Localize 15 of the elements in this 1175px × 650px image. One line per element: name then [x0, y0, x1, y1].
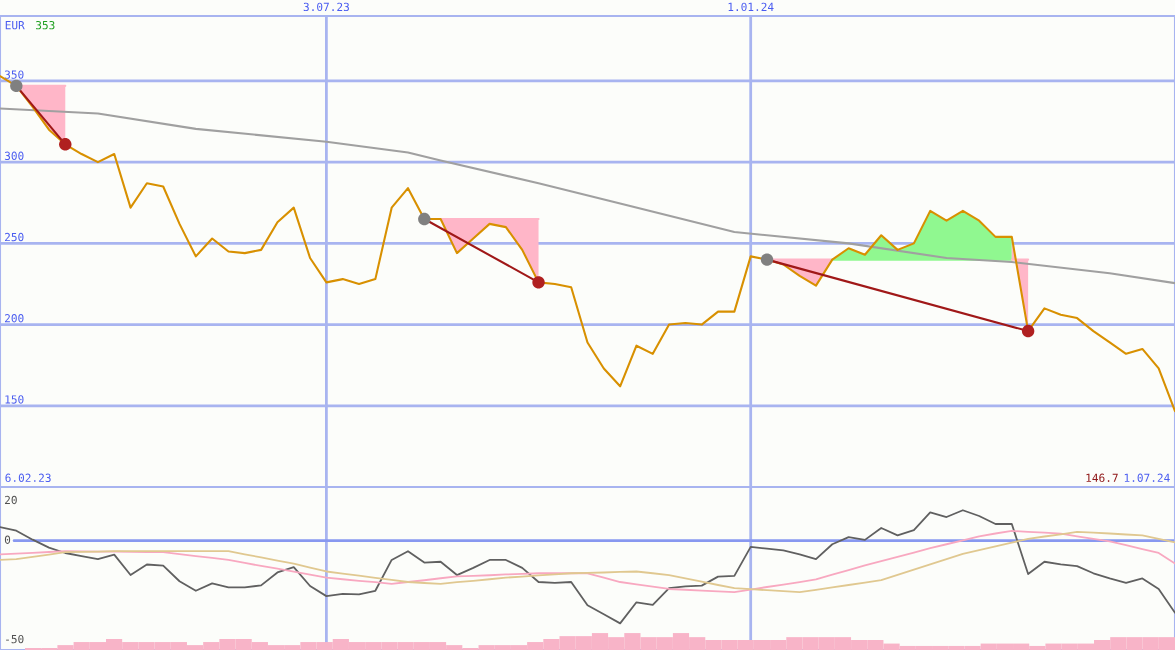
annotation: 146.7 — [1086, 473, 1118, 483]
annotation: 1.07.24 — [1124, 473, 1170, 483]
y-tick-label: 200 — [4, 314, 24, 323]
y-tick-label: 250 — [4, 232, 24, 242]
annotation: 6.02.23 — [5, 473, 51, 483]
y-tick-label: -50 — [6, 634, 24, 644]
y-tick-label: 350 — [4, 70, 24, 79]
y-axis-title: EUR — [5, 21, 25, 30]
y-tick-label: 20 — [4, 495, 17, 505]
x-tick-label: 3.07.23 — [303, 2, 349, 12]
y-tick-label: 150 — [5, 395, 24, 404]
y-tick-label: 0 — [4, 535, 11, 544]
y-tick-label: 300 — [4, 151, 24, 161]
x-tick-label: 1.01.24 — [728, 2, 774, 12]
annotation: 353 — [35, 20, 55, 30]
